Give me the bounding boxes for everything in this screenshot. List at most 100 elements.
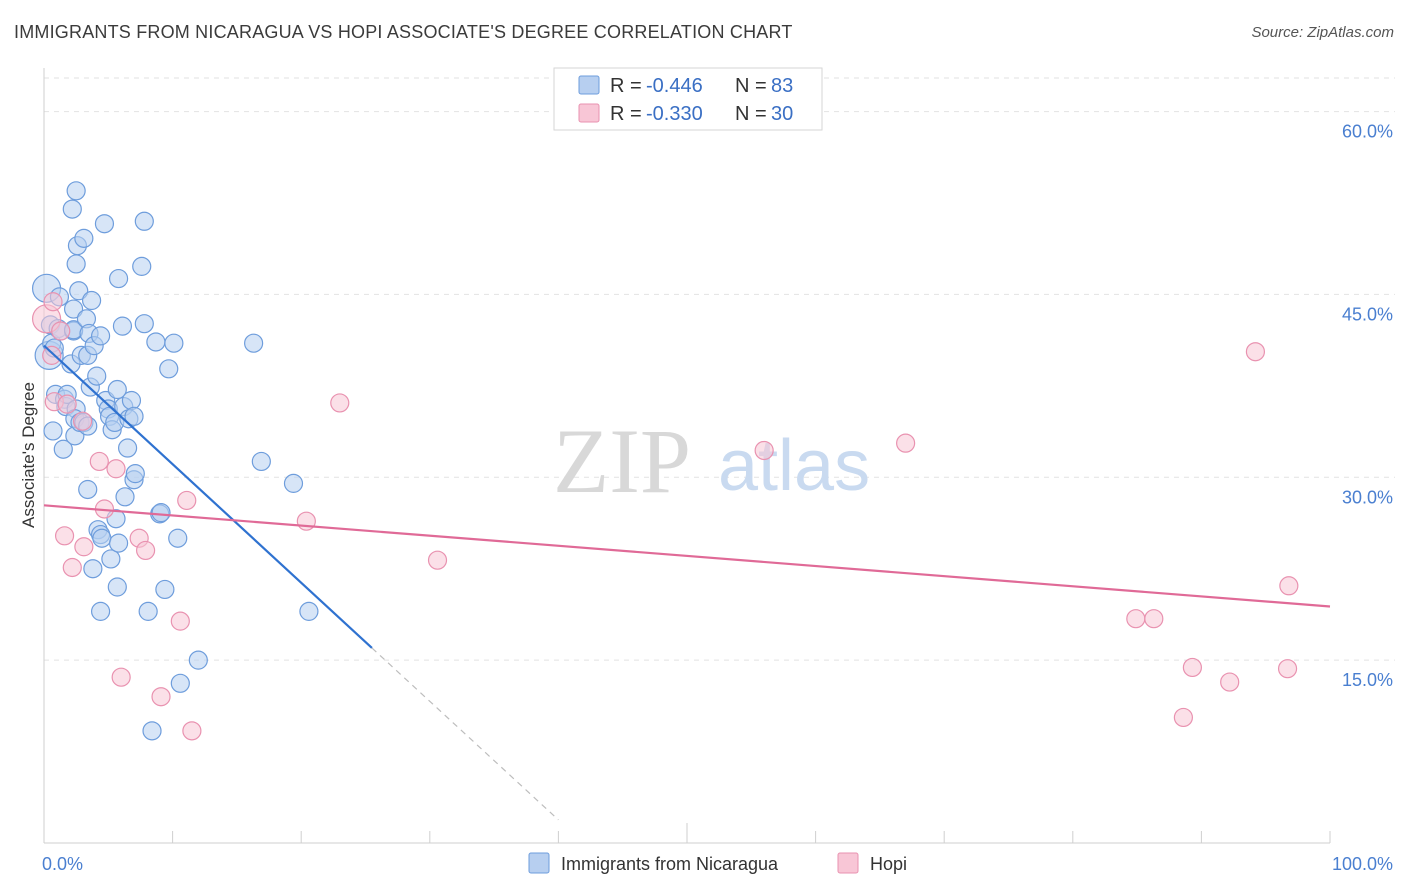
nicaragua-point-81	[251, 451, 271, 472]
nicaragua-point-59	[115, 487, 135, 507]
y-tick-label-3: 60.0%	[1342, 122, 1393, 142]
watermark-atlas: atlas	[718, 426, 870, 506]
hopi-trend-line	[43, 504, 1331, 608]
bottom-legend-label-nicaragua: Immigrants from Nicaragua	[561, 854, 779, 874]
nicaragua-point-4	[43, 421, 63, 441]
hopi-point-19	[182, 721, 202, 741]
nicaragua-point-53	[107, 379, 127, 400]
nicaragua-point-69	[138, 601, 158, 621]
x-tick-labels: 0.0% 100.0%	[42, 854, 1393, 874]
gridlines	[44, 77, 1395, 661]
bottom-legend: Immigrants from Nicaragua Hopi	[528, 852, 907, 874]
legend-n-value-2: 30	[771, 103, 793, 125]
hopi-point-27	[1173, 707, 1193, 728]
hopi-point-10	[89, 451, 109, 472]
nicaragua-point-25	[69, 281, 89, 301]
y-tick-label-1: 30.0%	[1342, 487, 1393, 507]
hopi-point-21	[330, 393, 350, 413]
y-tick-labels: 15.0% 30.0% 45.0% 60.0%	[1342, 122, 1393, 691]
nicaragua-point-37	[83, 559, 103, 579]
nicaragua-point-66	[132, 256, 152, 276]
hopi-point-28	[1182, 657, 1202, 678]
nicaragua-point-76	[164, 333, 184, 353]
hopi-point-24	[896, 433, 916, 453]
source-label: Source: ZipAtlas.com	[1251, 24, 1394, 41]
axes	[43, 68, 1331, 844]
nicaragua-point-77	[168, 528, 188, 548]
hopi-point-25	[1126, 609, 1146, 629]
hopi-point-23	[754, 440, 774, 461]
nicaragua-point-71	[146, 332, 166, 352]
nicaragua-point-15	[62, 199, 82, 219]
hopi-point-15	[135, 540, 156, 561]
nicaragua-point-74	[155, 579, 175, 600]
nicaragua-point-36	[81, 290, 102, 311]
hopi-point-22	[427, 550, 448, 570]
nicaragua-point-79	[188, 650, 208, 670]
hopi-point-8	[72, 411, 93, 431]
y-tick-label-0: 15.0%	[1342, 670, 1393, 690]
legend-n-label-1: N =	[735, 75, 767, 97]
nicaragua-point-70	[142, 721, 162, 741]
nicaragua-point-23	[66, 254, 86, 274]
hopi-point-18	[177, 490, 197, 511]
hopi-point-7	[62, 557, 82, 578]
nicaragua-point-42	[90, 601, 111, 621]
nicaragua-points	[31, 181, 319, 741]
hopi-point-12	[106, 459, 126, 479]
bottom-legend-label-hopi: Hopi	[870, 854, 907, 874]
legend-n-value-1: 83	[771, 75, 793, 97]
hopi-point-32	[1279, 576, 1299, 596]
nicaragua-point-55	[108, 268, 129, 289]
nicaragua-point-82	[283, 473, 304, 493]
nicaragua-point-60	[117, 438, 138, 458]
nicaragua-point-32	[78, 479, 98, 500]
nicaragua-point-78	[170, 673, 190, 693]
watermark: ZIP atlas	[553, 410, 870, 512]
nicaragua-point-73	[151, 503, 171, 523]
hopi-point-5	[54, 526, 75, 546]
nicaragua-point-10	[53, 439, 73, 459]
watermark-zip: ZIP	[553, 410, 691, 512]
nicaragua-point-67	[134, 314, 154, 334]
nicaragua-trend-extension	[371, 647, 559, 821]
hopi-point-31	[1277, 659, 1298, 679]
legend-r-value-1: -0.446	[646, 75, 703, 97]
nicaragua-point-16	[63, 299, 84, 319]
hopi-point-6	[57, 394, 77, 414]
nicaragua-trend-line	[43, 344, 373, 649]
nicaragua-point-49	[101, 549, 121, 569]
nicaragua-point-28	[74, 228, 94, 248]
nicaragua-point-57	[112, 316, 133, 336]
nicaragua-point-68	[134, 211, 154, 231]
nicaragua-point-56	[108, 533, 129, 553]
bottom-legend-swatch-blue	[528, 852, 550, 874]
y-axis-label: Associate's Degree	[19, 382, 38, 528]
legend-r-label-2: R =	[610, 103, 642, 125]
hopi-points	[31, 292, 1299, 741]
nicaragua-point-54	[107, 577, 127, 597]
nicaragua-point-63	[124, 406, 144, 426]
legend-n-label-2: N =	[735, 103, 767, 125]
legend-r-value-2: -0.330	[646, 103, 703, 125]
trend-lines	[43, 344, 1331, 821]
legend-swatch-pink	[578, 103, 600, 123]
nicaragua-point-62	[121, 390, 142, 411]
hopi-point-9	[74, 537, 94, 557]
nicaragua-point-39	[87, 366, 107, 386]
x-tick-label-0: 0.0%	[42, 854, 83, 874]
hopi-point-4	[51, 321, 71, 341]
hopi-point-26	[1144, 609, 1164, 629]
legend-swatch-blue	[578, 75, 600, 95]
nicaragua-point-43	[90, 326, 111, 346]
nicaragua-point-75	[159, 359, 179, 379]
hopi-point-2	[43, 292, 63, 312]
hopi-point-16	[151, 687, 171, 707]
chart-title: IMMIGRANTS FROM NICARAGUA VS HOPI ASSOCI…	[14, 22, 793, 42]
nicaragua-point-65	[125, 464, 145, 484]
bottom-legend-swatch-pink	[837, 852, 859, 874]
nicaragua-point-83	[299, 601, 319, 621]
nicaragua-point-80	[244, 333, 264, 353]
nicaragua-point-44	[92, 528, 112, 548]
